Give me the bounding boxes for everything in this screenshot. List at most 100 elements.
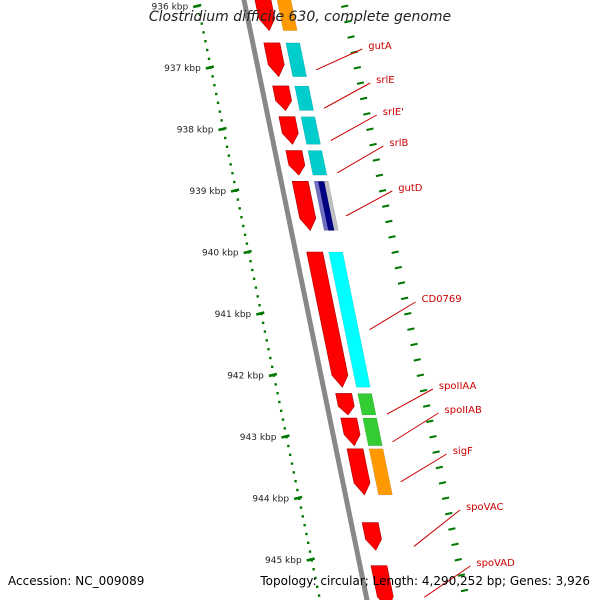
accession-text: Accession: NC_009089 xyxy=(8,574,145,588)
gene-arrow xyxy=(263,42,285,78)
scale-minor-tick xyxy=(353,66,362,70)
scale-dot xyxy=(213,84,216,87)
scale-major-tick xyxy=(230,188,240,193)
scale-dot xyxy=(290,462,294,465)
cog-box xyxy=(300,116,321,145)
gene-label: gutD xyxy=(398,183,423,194)
scale-dot xyxy=(249,260,252,263)
scale-dot xyxy=(288,453,292,456)
scale-dot xyxy=(207,57,211,60)
scale-dot xyxy=(204,40,207,43)
scale-dot xyxy=(252,277,256,280)
scale-tick-label: 945 kbp xyxy=(265,556,302,566)
gene-label: spoIIAA xyxy=(439,381,477,392)
cog-track xyxy=(276,0,393,496)
scale-minor-tick xyxy=(356,81,365,85)
scale-dot xyxy=(220,119,223,122)
scale-tick-label: 943 kbp xyxy=(240,433,277,443)
scale-dot xyxy=(224,136,227,140)
cog-box xyxy=(307,150,328,176)
scale-dot xyxy=(258,304,261,307)
label-leader-line xyxy=(345,190,393,217)
scale-minor-tick xyxy=(397,281,406,285)
scale-major-tick xyxy=(255,311,265,316)
cog-box xyxy=(368,448,393,496)
scale-dot xyxy=(274,383,277,386)
gene-label-layer: gutA srlE srlE' srlB gutD CD0769 spoIIAA spoIIA… xyxy=(316,41,515,598)
label-leader-line xyxy=(337,145,384,174)
scale-minor-tick xyxy=(445,511,453,516)
scale-dot xyxy=(227,154,231,157)
scale-dot xyxy=(254,286,258,289)
scale-dot xyxy=(245,242,249,245)
scale-minor-tick xyxy=(394,265,403,270)
scale-tick-label: 941 kbp xyxy=(215,310,252,320)
map-title: Clostridium difficile 630, complete geno… xyxy=(148,9,452,25)
cog-box xyxy=(285,42,308,77)
scale-major-tick xyxy=(281,434,290,439)
scale-dot xyxy=(216,101,220,104)
scale-minor-tick xyxy=(460,588,469,593)
gene-arrow xyxy=(278,116,299,145)
scale-dot xyxy=(308,550,312,553)
scale-dot xyxy=(229,163,232,166)
scale-minor-tick xyxy=(441,496,450,500)
scale-minor-tick xyxy=(429,435,437,439)
scale-major-tick xyxy=(218,126,227,132)
scale-dot xyxy=(283,427,286,430)
gene-arrow xyxy=(361,522,382,551)
scale-dot xyxy=(211,75,214,78)
scale-dot xyxy=(265,339,268,342)
scale-minor-tick xyxy=(404,312,412,316)
gene-label: spoIIAB xyxy=(445,405,482,416)
scale-minor-tick xyxy=(375,173,384,178)
scale-tick-label: 942 kbp xyxy=(227,372,264,382)
label-leader-line xyxy=(424,565,471,598)
scale-minor-tick xyxy=(341,4,349,8)
scale-minor-tick xyxy=(435,465,443,470)
scale-major-tick xyxy=(268,372,278,378)
scale-dot xyxy=(296,488,299,492)
gene-label: gutA xyxy=(368,41,392,52)
scale-major-tick xyxy=(192,3,202,9)
label-leader-line xyxy=(369,301,416,331)
scale-dot xyxy=(312,568,315,571)
scale-dot xyxy=(267,348,270,351)
scale-minor-tick xyxy=(400,296,409,301)
scale-tick-label: 938 kbp xyxy=(177,126,214,136)
cog-box-gray xyxy=(324,181,339,231)
scale-minor-tick xyxy=(422,404,431,408)
scale-dot xyxy=(301,515,305,518)
gene-label: sigF xyxy=(453,446,473,457)
gene-arrow xyxy=(254,0,276,32)
scale-major-tick xyxy=(205,65,215,70)
scale-minor-tick xyxy=(407,327,415,331)
scale-dot xyxy=(242,224,245,228)
scale-track: 936 kbp 937 kbp 938 kbp 939 kbp 940 kbp 941 k… xyxy=(152,3,469,597)
scale-dot xyxy=(256,295,259,298)
scale-minor-tick xyxy=(359,96,368,101)
gene-label: spoVAC xyxy=(466,502,504,513)
scale-minor-tick xyxy=(381,204,390,208)
gene-arrow xyxy=(340,417,361,447)
label-leader-line xyxy=(392,412,439,443)
scale-minor-tick xyxy=(410,342,418,347)
scale-dot xyxy=(278,400,281,404)
scale-dot xyxy=(236,198,240,201)
gene-arrow xyxy=(346,448,371,496)
gene-arrow xyxy=(285,150,306,176)
cog-box xyxy=(357,393,377,416)
scale-dot xyxy=(299,506,303,509)
scale-dot xyxy=(317,594,321,597)
scale-dot xyxy=(307,541,310,544)
scale-tick-label: 944 kbp xyxy=(252,495,289,505)
scale-dot xyxy=(292,471,295,474)
scale-dot xyxy=(240,216,243,219)
scale-minor-tick xyxy=(413,358,421,362)
scale-minor-tick xyxy=(457,573,466,577)
gene-arrow xyxy=(272,85,292,112)
gene-label: spoVAD xyxy=(476,558,515,569)
scale-dot xyxy=(206,48,209,52)
